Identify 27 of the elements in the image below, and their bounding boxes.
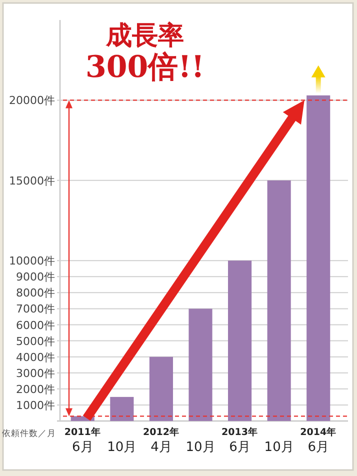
y-tick-label: 15000件 (9, 174, 55, 188)
x-tick-label: 10月 (107, 440, 137, 455)
y-tick-label: 5000件 (16, 334, 55, 348)
bar (110, 396, 134, 421)
y-tick-label: 6000件 (16, 318, 55, 332)
y-tick-label: 7000件 (16, 302, 55, 316)
x-tick-label: 2013年 6月 (222, 426, 258, 455)
bar (228, 260, 252, 421)
x-tick-label: 2011年 6月 (64, 426, 101, 455)
x-tick-label: 2014年 6月 (300, 426, 337, 455)
y-tick-label: 4000件 (16, 350, 55, 364)
y-tick-label: 10000件 (9, 254, 55, 268)
y-axis-title: 依頼件数／月 (2, 428, 56, 439)
y-tick-label: 2000件 (16, 382, 55, 396)
bar (306, 95, 330, 421)
y-tick-label: 1000件 (16, 398, 55, 412)
x-tick-label: 2012年 4月 (142, 426, 180, 455)
x-tick-label: 10月 (186, 440, 216, 455)
bar (149, 356, 173, 421)
x-tick-label: 10月 (264, 440, 294, 455)
y-tick-label: 3000件 (16, 366, 55, 380)
text: 成長率 300倍!! (86, 21, 204, 85)
bar (267, 180, 291, 421)
y-tick-label: 9000件 (16, 270, 55, 284)
bar (188, 308, 212, 421)
y-tick-label: 8000件 (16, 286, 55, 300)
y-tick-label: 20000件 (9, 94, 55, 108)
